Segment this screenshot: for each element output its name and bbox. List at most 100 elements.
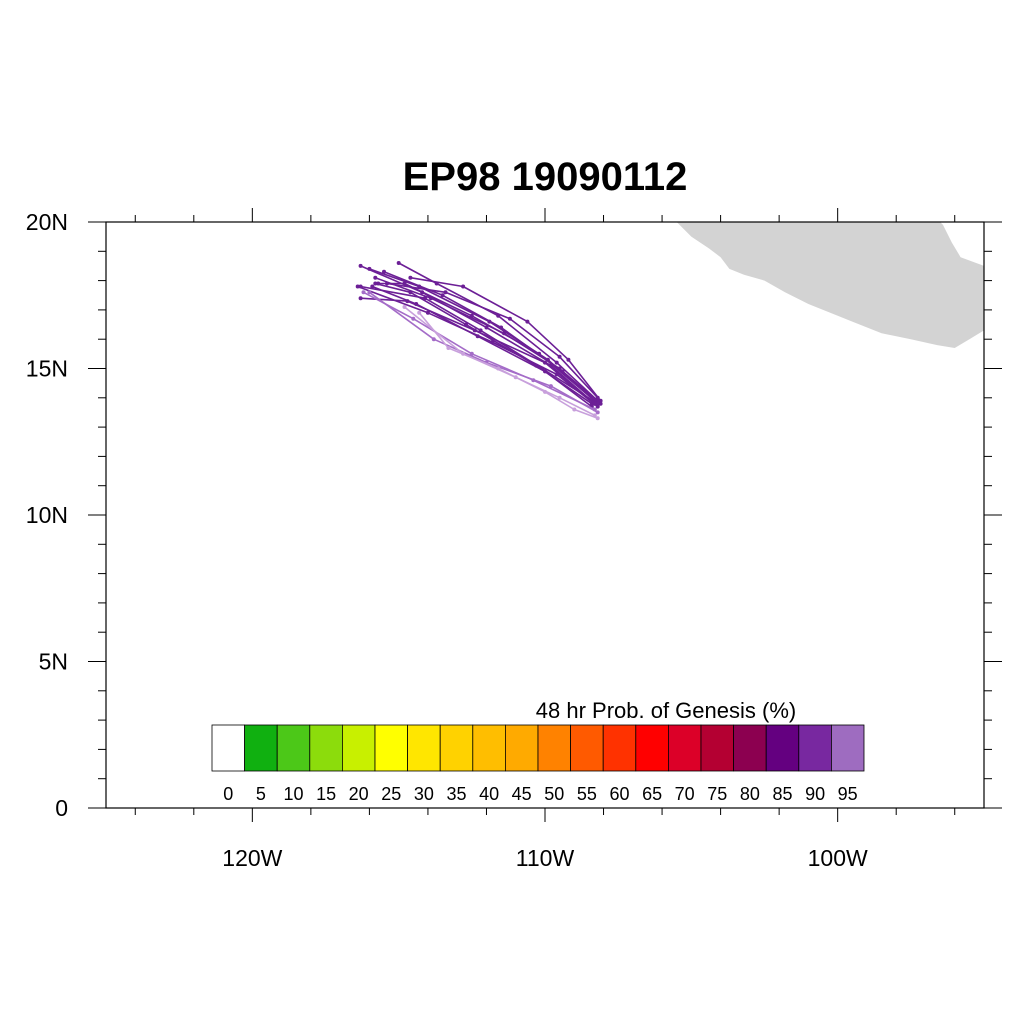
colorbar-box (635, 724, 669, 772)
colorbar-label: 25 (381, 784, 401, 804)
colorbar-box (244, 724, 278, 772)
track-16-point (417, 310, 422, 315)
track-6-point (566, 357, 571, 362)
track-12-point (595, 395, 600, 400)
track-4-point (425, 310, 430, 315)
track-12-point (557, 354, 562, 359)
track-13-point (472, 328, 477, 333)
land-polygon (676, 222, 984, 348)
track-8-point (367, 266, 372, 271)
colorbar-label: 30 (414, 784, 434, 804)
track-11-point (534, 363, 539, 368)
colorbar-box (309, 724, 343, 772)
lon-label: 100W (808, 845, 868, 871)
storm-tracks (355, 261, 603, 421)
track-13-point (358, 296, 363, 301)
colorbar-box (211, 724, 245, 772)
track-7-point (370, 284, 375, 289)
track-8-point (487, 319, 492, 324)
colorbar-label: 10 (283, 784, 303, 804)
colorbar-box (765, 724, 800, 772)
axis-ticks (88, 208, 1002, 822)
track-16-point (572, 407, 577, 412)
track-2-point (396, 261, 401, 265)
track-15-point (548, 384, 553, 389)
colorbar-label: 0 (223, 784, 233, 804)
track-14-point (361, 290, 366, 295)
colorbar-box (668, 724, 702, 772)
colorbar-box (439, 724, 474, 772)
colorbar-box (798, 724, 832, 772)
track-line-16 (418, 312, 598, 420)
colorbar-box (602, 724, 637, 772)
colorbar-label: 45 (512, 784, 532, 804)
track-13-point (592, 401, 597, 406)
colorbar-label: 75 (707, 784, 727, 804)
track-4-point (595, 404, 600, 409)
track-6-point (598, 398, 603, 403)
track-line-10 (360, 285, 599, 405)
colorbar-box (570, 724, 604, 772)
colorbar-label: 65 (642, 784, 662, 804)
colorbar-label: 85 (772, 784, 792, 804)
track-16-point (446, 346, 451, 350)
track-2-point (595, 398, 600, 403)
colorbar-box (831, 724, 865, 772)
track-10-point (478, 328, 483, 333)
axis-labels: 120W 110W 100W 20N 15N 10N 5N 0 (26, 209, 868, 871)
track-1-point (382, 269, 386, 274)
lon-label: 110W (516, 845, 575, 871)
track-17-point (402, 305, 407, 309)
track-2-point (554, 360, 559, 365)
track-16-point (595, 416, 600, 421)
track-11-point (373, 281, 378, 286)
track-14-point (411, 316, 416, 321)
track-15-point (595, 410, 600, 415)
track-1-point (440, 293, 445, 298)
track-13-point (405, 299, 410, 304)
track-3-point (373, 275, 378, 280)
track-10-point (595, 401, 600, 406)
track-10-point (423, 296, 427, 301)
track-7-point (475, 334, 480, 339)
track-6-point (525, 319, 530, 324)
lat-label: 20N (26, 209, 68, 235)
track-12-point (507, 316, 512, 321)
colorbar-box (407, 724, 441, 772)
colorbar-label: 50 (544, 784, 564, 804)
map-title: EP98 19090112 (403, 155, 688, 199)
track-6-point (408, 275, 413, 280)
colorbar-label: 70 (675, 784, 695, 804)
lat-label: 0 (55, 795, 68, 821)
track-5-point (484, 325, 489, 330)
track-15-point (431, 337, 436, 342)
colorbar-box (733, 724, 767, 772)
colorbar-label: 40 (479, 784, 499, 804)
track-4-point (355, 284, 360, 289)
colorbar-label: 95 (838, 784, 858, 804)
colorbar-box (700, 724, 734, 772)
track-17-point (513, 375, 518, 380)
colorbar-box (374, 724, 408, 772)
track-9-point (537, 351, 542, 356)
colorbar-label: 15 (316, 784, 336, 804)
colorbar-title: 48 hr Prob. of Genesis (%) (536, 698, 796, 723)
track-13-point (543, 360, 547, 365)
track-15-point (367, 290, 372, 295)
probability-colorbar: 48 hr Prob. of Genesis (%) 0 5 10 15 20 25 30 3… (211, 698, 865, 804)
colorbar-box (504, 724, 539, 772)
colorbar-box (537, 724, 571, 772)
colorbar-label: 60 (609, 784, 629, 804)
track-line-17 (404, 306, 596, 417)
land-mexico (676, 222, 984, 348)
colorbar-box (341, 724, 376, 772)
track-9-point (402, 281, 407, 286)
lat-label: 15N (26, 356, 68, 382)
lat-label: 5N (39, 649, 68, 675)
colorbar-label: 35 (446, 784, 466, 804)
colorbar-label: 80 (740, 784, 760, 804)
track-17-point (557, 395, 562, 400)
colorbar-box (276, 724, 311, 772)
lat-label: 10N (26, 502, 68, 528)
track-10-point (358, 284, 363, 289)
